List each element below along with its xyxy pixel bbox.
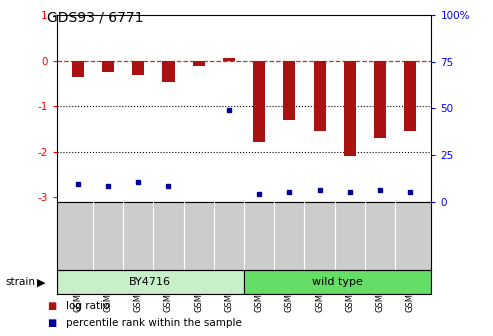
Text: percentile rank within the sample: percentile rank within the sample <box>66 318 242 328</box>
Text: strain: strain <box>5 277 35 287</box>
Bar <box>404 60 416 131</box>
Text: BY4716: BY4716 <box>129 277 172 287</box>
Bar <box>374 60 386 138</box>
Bar <box>193 60 205 66</box>
Text: GDS93 / 6771: GDS93 / 6771 <box>47 10 143 24</box>
Bar <box>102 60 114 72</box>
Bar <box>163 60 175 82</box>
Text: log ratio: log ratio <box>66 301 109 311</box>
Bar <box>72 60 84 77</box>
Bar <box>283 60 295 120</box>
Bar <box>57 270 244 294</box>
Bar <box>253 60 265 142</box>
Bar <box>314 60 325 131</box>
Bar <box>244 270 431 294</box>
Text: ▶: ▶ <box>37 277 45 287</box>
Bar <box>132 60 144 75</box>
Text: ■: ■ <box>47 318 56 328</box>
Bar <box>223 58 235 60</box>
Text: wild type: wild type <box>312 277 363 287</box>
Bar <box>344 60 356 156</box>
Text: ■: ■ <box>47 301 56 311</box>
